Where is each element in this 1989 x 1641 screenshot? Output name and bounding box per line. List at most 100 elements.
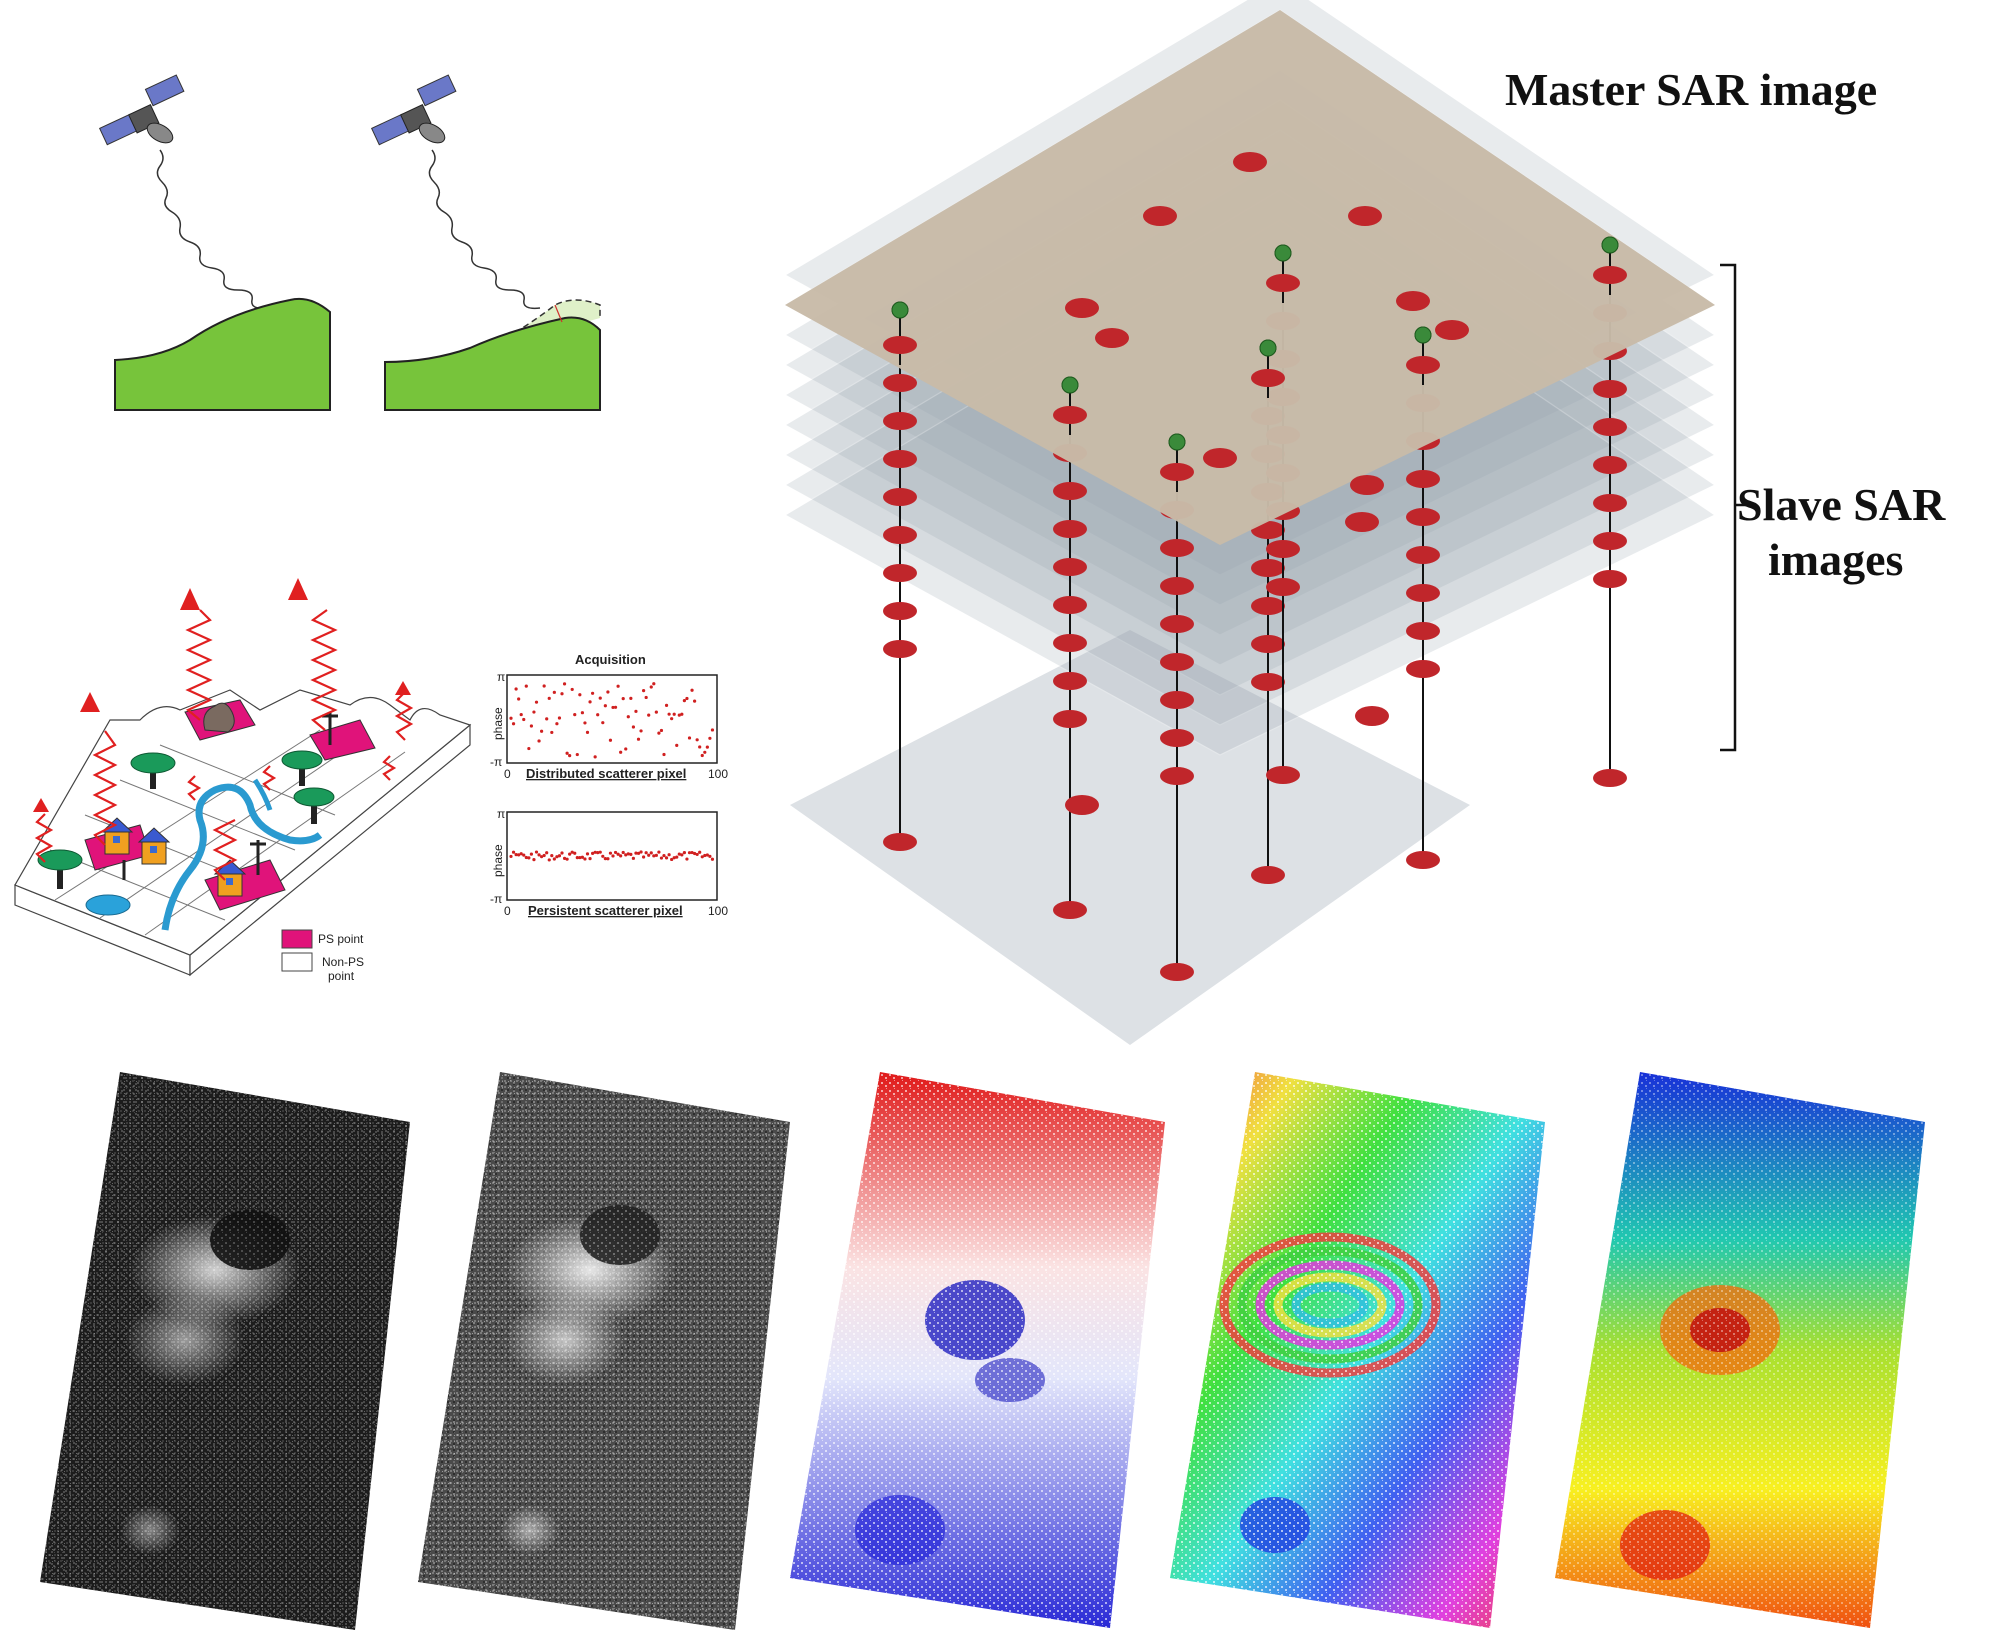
phase-point xyxy=(703,750,707,754)
scatterer xyxy=(1355,706,1389,726)
velocity-map xyxy=(1555,1072,1925,1628)
phase-point xyxy=(693,699,697,703)
column-marker xyxy=(1168,433,1186,451)
reflection-signal xyxy=(212,819,238,881)
phase-point xyxy=(583,721,587,725)
phase-point xyxy=(532,858,536,862)
phase-point xyxy=(527,746,531,751)
distributed-plot-frame xyxy=(506,674,718,764)
column-marker xyxy=(891,301,909,319)
master-label: Master SAR image xyxy=(1505,64,1877,115)
phase-point xyxy=(588,700,592,704)
scatterer xyxy=(1251,597,1285,615)
phase-point xyxy=(522,717,526,722)
phase-point xyxy=(654,710,658,714)
column-marker xyxy=(1061,376,1079,394)
phase-point xyxy=(519,712,523,717)
phase-point xyxy=(591,691,595,695)
reflection-signal xyxy=(92,730,118,846)
scatterer xyxy=(1160,963,1194,981)
phase-point xyxy=(624,747,628,751)
phase-point xyxy=(578,855,582,860)
scatterer xyxy=(1160,539,1194,557)
slave-label: images xyxy=(1768,534,1903,585)
phase-point xyxy=(644,851,648,855)
svg-text:-π: -π xyxy=(490,755,502,769)
phase-point xyxy=(708,854,712,858)
phase-point xyxy=(680,712,684,716)
base-plane xyxy=(790,630,1470,1045)
phase-point xyxy=(603,857,607,861)
radar-wave xyxy=(428,149,541,310)
phase-point xyxy=(698,745,702,749)
phase-point xyxy=(682,851,687,855)
scatterer xyxy=(883,374,917,392)
phase-point xyxy=(560,692,564,696)
phase-point xyxy=(654,853,658,857)
phase-point xyxy=(664,703,669,707)
phase-point xyxy=(687,736,692,740)
phase-point xyxy=(596,713,600,717)
phase-point xyxy=(616,852,620,856)
reflection-signal xyxy=(394,691,414,741)
phase-point xyxy=(616,684,620,688)
column-marker xyxy=(1259,339,1277,357)
phase-point xyxy=(514,852,518,857)
scatterer xyxy=(1593,380,1627,398)
scatterer xyxy=(1348,206,1382,226)
phase-point xyxy=(509,854,513,859)
phase-point xyxy=(514,687,518,691)
phase-point xyxy=(591,851,595,855)
scatterer xyxy=(1251,635,1285,653)
phase-point xyxy=(698,850,702,854)
phase-point xyxy=(524,684,528,688)
radar-wave xyxy=(156,149,283,317)
scatterer xyxy=(1160,615,1194,633)
phase-plots: Acquisition π -π phase 0 100 Distributed… xyxy=(490,652,728,918)
scatterer xyxy=(883,412,917,430)
column-tops xyxy=(883,236,1627,492)
phase-point xyxy=(629,696,633,701)
svg-text:0: 0 xyxy=(504,904,511,918)
phase-point xyxy=(611,705,615,710)
phase-point xyxy=(644,695,648,700)
scatterer xyxy=(1053,406,1087,424)
plot-title: Acquisition xyxy=(575,652,646,667)
phase-point xyxy=(578,693,582,697)
phase-point xyxy=(606,690,610,694)
ps-point-patch xyxy=(204,859,286,911)
scatterer xyxy=(1233,152,1267,172)
scatterer xyxy=(1593,494,1627,512)
scatterer xyxy=(1593,418,1627,436)
phase-point xyxy=(621,850,625,855)
phase-point xyxy=(547,858,551,862)
scatterer xyxy=(1053,672,1087,690)
phase-point xyxy=(710,728,715,732)
y-axis-label: phase xyxy=(491,707,505,740)
persistent-phase-points xyxy=(509,850,715,862)
phase-point xyxy=(534,700,539,704)
phase-point xyxy=(647,713,651,717)
svg-text:π: π xyxy=(497,807,505,821)
phase-point xyxy=(550,730,554,735)
amplitude-map xyxy=(40,1072,410,1630)
phase-point xyxy=(687,851,692,855)
phase-point xyxy=(670,717,674,721)
phase-point xyxy=(511,722,516,726)
phase-point xyxy=(652,854,656,858)
phase-point xyxy=(680,853,684,857)
phase-point xyxy=(601,721,605,725)
phase-point xyxy=(621,697,625,701)
terrain-slope xyxy=(114,297,331,411)
scatterer xyxy=(883,833,917,851)
pond xyxy=(85,894,131,916)
phase-point xyxy=(593,755,597,759)
phase-point xyxy=(675,743,679,747)
y-axis-label: phase xyxy=(491,844,505,877)
phase-point xyxy=(662,752,666,757)
tree xyxy=(293,787,335,824)
scatterer xyxy=(1406,356,1440,374)
phase-point xyxy=(631,725,636,729)
scatterer xyxy=(883,640,917,658)
phase-point xyxy=(555,855,559,859)
